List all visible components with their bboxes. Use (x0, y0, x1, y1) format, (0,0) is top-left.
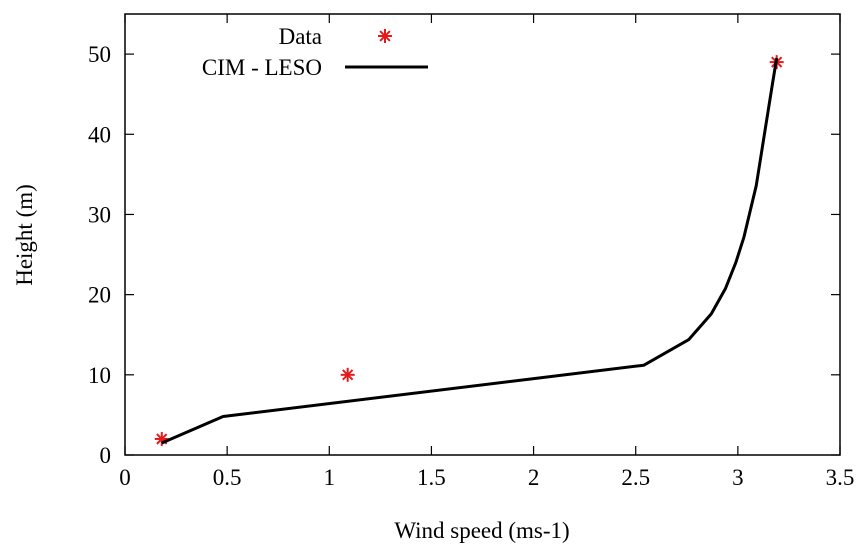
y-tick-label: 50 (88, 42, 111, 67)
y-tick-label: 0 (100, 443, 112, 468)
y-tick-label: 20 (88, 283, 111, 308)
legend-label: CIM - LESO (202, 55, 322, 80)
plot-frame (124, 13, 841, 456)
y-tick-label: 30 (88, 202, 111, 227)
marker-stroke (342, 369, 354, 381)
x-tick-label: 3 (732, 465, 744, 490)
x-tick-label: 1.5 (417, 465, 446, 490)
series-line (161, 57, 779, 445)
x-tick-label: 1 (324, 465, 336, 490)
x-tick-label: 3.5 (826, 465, 855, 490)
x-tick-label: 0 (119, 465, 131, 490)
marker-stroke (379, 30, 391, 42)
data-point (340, 367, 355, 382)
legend-label: Data (279, 24, 322, 49)
y-tick-label: 10 (88, 363, 111, 388)
marker-stroke (156, 433, 168, 445)
y-axis-label: Height (m) (12, 184, 37, 286)
x-tick-label: 0.5 (213, 465, 242, 490)
y-tick-label: 40 (88, 122, 111, 147)
data-point (378, 29, 392, 43)
data-point (154, 431, 169, 446)
x-axis-label: Wind speed (ms-1) (394, 518, 569, 543)
x-tick-label: 2 (528, 465, 540, 490)
x-tick-label: 2.5 (621, 465, 650, 490)
